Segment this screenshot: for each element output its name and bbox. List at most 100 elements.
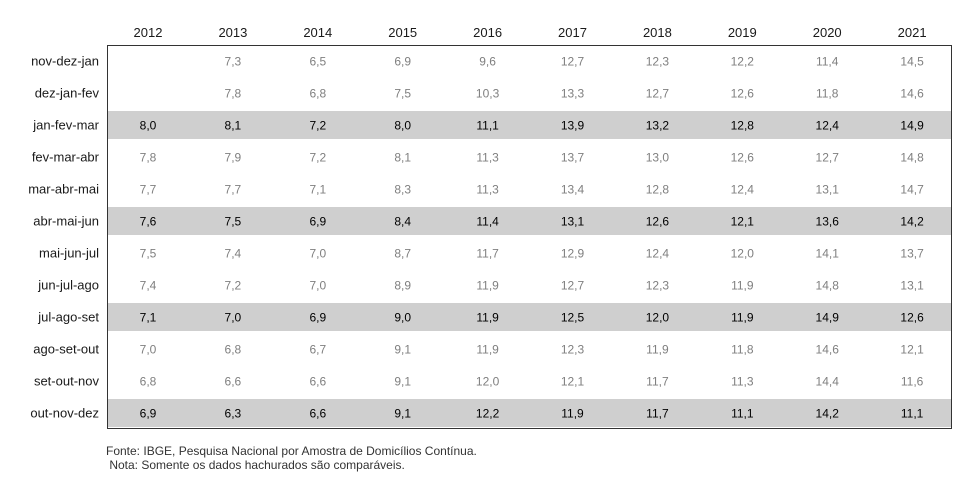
table-cell: 11,6 xyxy=(901,375,924,389)
table-cell: 6,3 xyxy=(225,407,242,421)
row-label-nov-dez-jan: nov-dez-jan xyxy=(31,54,99,69)
table-cell: 12,7 xyxy=(646,87,670,101)
column-header-2018: 2018 xyxy=(643,25,672,40)
table-cell: 12,7 xyxy=(561,55,585,69)
table-cell: 11,1 xyxy=(731,407,754,421)
table-cell: 11,1 xyxy=(476,119,499,133)
row-label-out-nov-dez: out-nov-dez xyxy=(30,406,99,421)
table-cell: 12,4 xyxy=(731,183,755,197)
table-cell: 12,2 xyxy=(476,407,500,421)
table-cell: 13,2 xyxy=(646,119,670,133)
table-cell: 12,5 xyxy=(561,311,585,325)
row-label-mar-abr-mai: mar-abr-mai xyxy=(28,182,99,197)
table-cell: 11,3 xyxy=(476,183,499,197)
table-cell: 7,0 xyxy=(309,247,326,261)
highlight-band-jul-ago-set xyxy=(107,303,952,331)
column-header-2012: 2012 xyxy=(134,25,163,40)
row-label-set-out-nov: set-out-nov xyxy=(34,374,100,389)
data-table-chart: 2012 2013 2014 2015 2016 2017 2018 2019 2020 2021… xyxy=(28,25,952,429)
table-cell: 7,1 xyxy=(140,311,157,325)
row-label-mai-jun-jul: mai-jun-jul xyxy=(39,246,99,261)
column-header-2014: 2014 xyxy=(303,25,332,40)
table-cell: 13,7 xyxy=(561,151,585,165)
table-cell: 12,2 xyxy=(731,55,755,69)
table-cell: 13,7 xyxy=(900,247,924,261)
table-cell: 7,0 xyxy=(309,279,326,293)
table-cell: 14,6 xyxy=(900,87,924,101)
table-cell: 14,2 xyxy=(816,407,840,421)
table-cell: 7,4 xyxy=(225,247,242,261)
row-label-fev-mar-abr: fev-mar-abr xyxy=(32,150,100,165)
table-cell: 6,8 xyxy=(309,87,326,101)
footer-note: Nota: Somente os dados hachurados são co… xyxy=(106,458,405,472)
highlight-band-abr-mai-jun xyxy=(107,207,952,235)
footer-source: Fonte: IBGE, Pesquisa Nacional por Amost… xyxy=(106,444,477,458)
table-cell: 8,1 xyxy=(225,119,242,133)
row-label-jan-fev-mar: jan-fev-mar xyxy=(32,118,99,133)
table-cell: 9,6 xyxy=(479,55,496,69)
table-cell: 7,3 xyxy=(225,55,242,69)
table-cell: 6,6 xyxy=(309,407,326,421)
table-cell: 12,3 xyxy=(646,55,670,69)
row-label-abr-mai-jun: abr-mai-jun xyxy=(33,214,99,229)
table-cell: 11,9 xyxy=(476,311,499,325)
table-cell: 7,6 xyxy=(140,215,157,229)
table-cell: 14,9 xyxy=(816,311,840,325)
table-cell: 9,0 xyxy=(394,311,411,325)
table-cell: 12,6 xyxy=(646,215,670,229)
table-cell: 11,1 xyxy=(901,407,924,421)
table-cell: 11,4 xyxy=(816,55,839,69)
row-label-jul-ago-set: jul-ago-set xyxy=(37,310,99,325)
table-cell: 11,9 xyxy=(476,343,499,357)
table-cell: 11,7 xyxy=(646,375,669,389)
row-label-jun-jul-ago: jun-jul-ago xyxy=(37,278,99,293)
table-cell: 12,4 xyxy=(646,247,670,261)
table-cell: 8,4 xyxy=(394,215,411,229)
table-cell: 12,1 xyxy=(900,343,924,357)
table-cell: 14,1 xyxy=(816,247,840,261)
table-cell: 7,8 xyxy=(140,151,157,165)
table-cell: 13,3 xyxy=(561,87,585,101)
table-cell: 7,7 xyxy=(225,183,242,197)
table-cell: 14,6 xyxy=(816,343,840,357)
table-cell: 13,4 xyxy=(561,183,585,197)
table-cell: 11,9 xyxy=(646,343,669,357)
table-cell: 7,7 xyxy=(140,183,157,197)
table-cell: 13,1 xyxy=(900,279,924,293)
table-cell: 9,1 xyxy=(394,375,411,389)
table-cell: 12,0 xyxy=(731,247,755,261)
table-panel-border xyxy=(107,45,952,429)
table-cell: 11,7 xyxy=(646,407,669,421)
table-cell: 6,7 xyxy=(309,343,326,357)
table-cell: 7,2 xyxy=(309,151,326,165)
table-cell: 7,2 xyxy=(225,279,242,293)
table-cell: 12,1 xyxy=(561,375,585,389)
table-cell: 11,8 xyxy=(816,87,839,101)
column-header-2020: 2020 xyxy=(813,25,842,40)
table-cell: 6,8 xyxy=(225,343,242,357)
column-header-2017: 2017 xyxy=(558,25,587,40)
table-cell: 6,9 xyxy=(309,311,326,325)
table-cell: 14,8 xyxy=(816,279,840,293)
table-cell: 12,0 xyxy=(646,311,670,325)
table-cell: 7,5 xyxy=(394,87,411,101)
table-cell: 6,6 xyxy=(309,375,326,389)
row-label-dez-jan-fev: dez-jan-fev xyxy=(35,86,100,101)
table-cell: 12,1 xyxy=(731,215,755,229)
table-cell: 14,2 xyxy=(900,215,924,229)
table-cell: 12,6 xyxy=(900,311,924,325)
table-cell: 7,8 xyxy=(225,87,242,101)
table-cell: 12,8 xyxy=(646,183,670,197)
table-cell: 11,9 xyxy=(476,279,499,293)
highlight-band-out-nov-dez xyxy=(107,399,952,427)
table-cell: 7,9 xyxy=(225,151,242,165)
table-cell: 11,7 xyxy=(476,247,499,261)
table-cell: 7,0 xyxy=(225,311,242,325)
table-cell: 12,8 xyxy=(731,119,755,133)
table-cell: 12,7 xyxy=(561,279,585,293)
table-cell: 12,9 xyxy=(561,247,585,261)
table-cell: 12,3 xyxy=(646,279,670,293)
highlight-band-jan-fev-mar xyxy=(107,111,952,139)
table-cell: 12,7 xyxy=(816,151,840,165)
table-cell: 11,3 xyxy=(731,375,754,389)
